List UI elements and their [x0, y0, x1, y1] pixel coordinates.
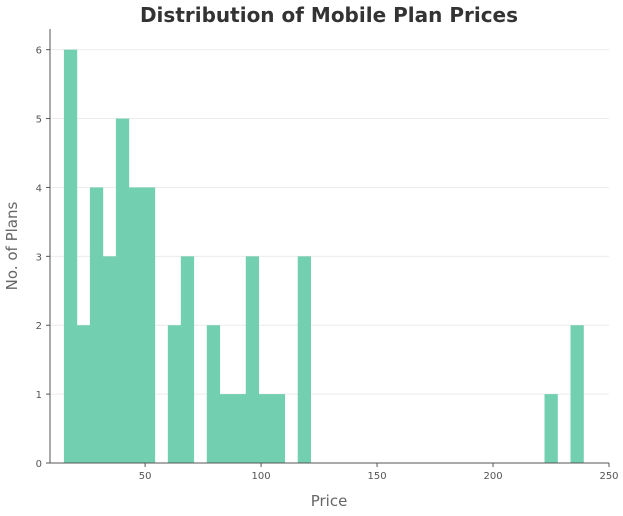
x-tick-label: 100: [252, 471, 271, 482]
histogram-bar: [570, 325, 584, 463]
histogram-bar: [128, 187, 143, 463]
histogram-bar: [297, 256, 312, 463]
y-axis-label: No. of Plans: [3, 202, 21, 291]
y-tick-label: 1: [36, 390, 42, 401]
y-tick-label: 0: [36, 459, 42, 470]
chart-title: Distribution of Mobile Plan Prices: [140, 3, 518, 27]
y-ticks: 0 1 2 3 4 5 6: [36, 46, 50, 470]
y-tick-label: 3: [36, 252, 42, 263]
histogram-bar: [206, 325, 221, 463]
histogram-bar: [115, 118, 130, 464]
x-ticks: 50 100 150 200 250: [139, 463, 619, 482]
histogram-bar: [245, 256, 260, 463]
x-tick-label: 150: [368, 471, 387, 482]
histogram-bar: [232, 394, 247, 463]
x-axis-label: Price: [311, 492, 348, 510]
bars: [63, 49, 584, 464]
histogram-bar: [544, 394, 558, 463]
histogram-bar: [102, 256, 117, 463]
y-tick-label: 5: [36, 115, 42, 126]
histogram-bar: [180, 256, 195, 463]
y-tick-label: 4: [36, 183, 42, 194]
histogram-bar: [271, 394, 286, 463]
x-tick-label: 200: [483, 471, 502, 482]
y-tick-label: 6: [36, 46, 42, 57]
x-tick-label: 50: [139, 471, 152, 482]
histogram-bar: [89, 187, 104, 463]
histogram-bar: [258, 394, 273, 463]
y-tick-label: 2: [36, 321, 42, 332]
histogram-bar: [76, 325, 91, 463]
histogram-bar: [141, 187, 156, 463]
histogram-bar: [219, 394, 234, 463]
histogram-bar: [63, 49, 78, 464]
x-tick-label: 250: [599, 471, 618, 482]
histogram-bar: [167, 325, 182, 463]
